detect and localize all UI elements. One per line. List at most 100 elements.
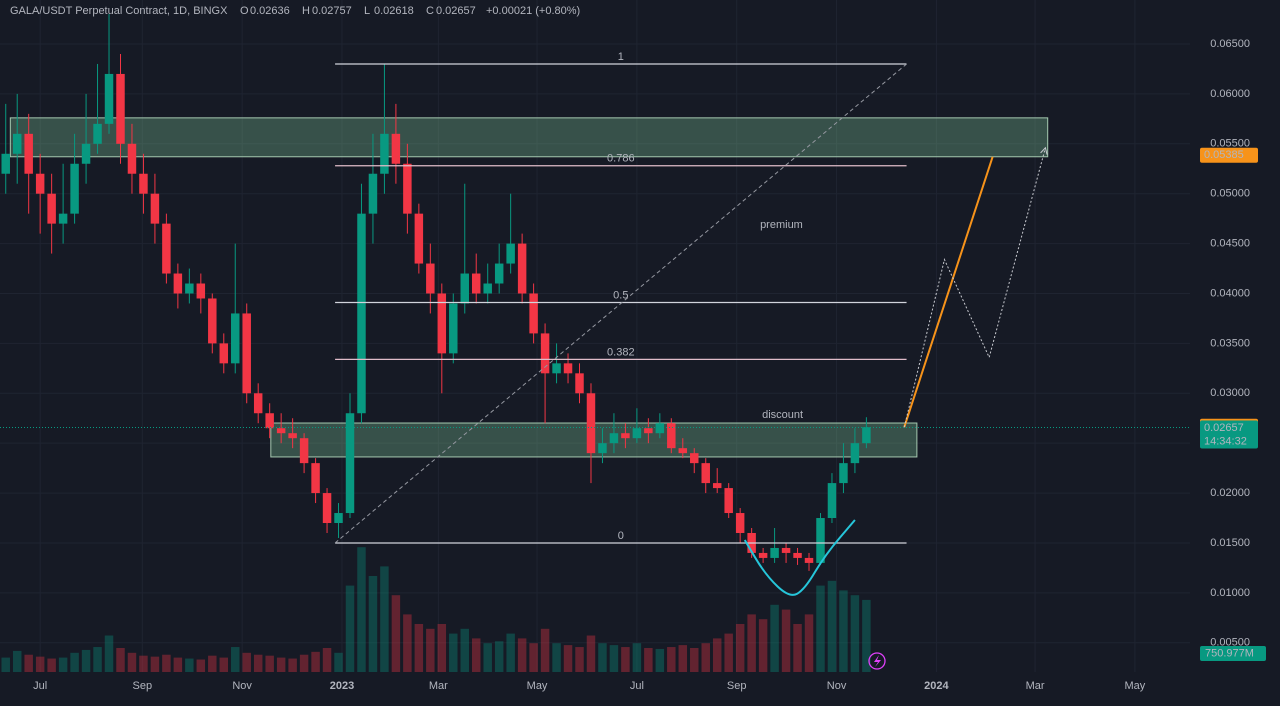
x-tick-label: May xyxy=(1125,680,1146,692)
volume-bar xyxy=(104,635,114,672)
drawing-line xyxy=(334,63,907,544)
volume-bar xyxy=(414,624,424,672)
fib-label: 0.5 xyxy=(613,289,628,301)
volume-bar xyxy=(426,628,435,672)
candle-body xyxy=(735,513,745,533)
volume-bar xyxy=(24,654,33,672)
x-tick-label: Mar xyxy=(1026,680,1045,692)
candle-body xyxy=(471,273,481,294)
volume-bar xyxy=(150,656,160,672)
volume-bar xyxy=(471,638,481,672)
candle-body xyxy=(552,363,561,374)
candle-body xyxy=(139,173,148,194)
candle-body xyxy=(632,428,642,439)
candle-body xyxy=(173,273,183,294)
price-badge-timer: 14:34:32 xyxy=(1204,435,1247,447)
volume-bar xyxy=(735,624,745,672)
x-tick-label: Nov xyxy=(232,680,252,692)
candle-body xyxy=(391,133,401,164)
fib-label: 0 xyxy=(618,530,624,542)
plot-area: 1 0.786 0.5 0.382 0 premium discount xyxy=(0,0,1190,672)
volume-bar xyxy=(552,643,561,672)
volume-bar xyxy=(12,650,22,672)
volume-bar xyxy=(70,652,79,672)
fib-label: 0.786 xyxy=(607,153,635,165)
volume-badge xyxy=(1200,646,1266,661)
price-change: +0.00021 (+0.80%) xyxy=(486,5,580,17)
volume-bar xyxy=(701,643,710,672)
candle-body xyxy=(150,193,160,224)
x-tick-label: Nov xyxy=(827,680,847,692)
volume-bar xyxy=(288,658,297,672)
volume-bar xyxy=(265,655,274,672)
volume-bar xyxy=(816,585,825,672)
volume-bar xyxy=(334,652,343,672)
candle-body xyxy=(827,483,837,519)
candle-body xyxy=(368,173,378,214)
candle-body xyxy=(506,243,515,264)
candle-body xyxy=(517,243,527,294)
annotation: discount xyxy=(762,409,803,421)
x-tick-label: Mar xyxy=(429,680,448,692)
y-tick-label: 0.05500 xyxy=(1210,138,1250,150)
candle-body xyxy=(712,483,722,489)
candle-body xyxy=(127,143,137,174)
candle-body xyxy=(793,552,802,558)
volume-bar xyxy=(116,648,125,672)
candle-body xyxy=(701,463,710,484)
volume-bar xyxy=(357,547,366,672)
candle-body xyxy=(862,427,871,444)
volume-bar xyxy=(139,655,148,672)
candle-body xyxy=(563,363,573,374)
volume-bar xyxy=(208,655,217,672)
candle-body xyxy=(253,393,263,414)
volume-bar xyxy=(540,628,550,672)
volume-bar xyxy=(827,580,837,672)
candle-body xyxy=(162,223,171,274)
candle-body xyxy=(403,163,412,214)
candle-body xyxy=(231,313,240,364)
y-tick-label: 0.03000 xyxy=(1210,387,1250,399)
volume-bar xyxy=(850,595,860,672)
volume-bar xyxy=(242,652,251,672)
volume-bar xyxy=(449,633,458,672)
volume-bar xyxy=(793,624,802,672)
event-icon-bolt xyxy=(874,655,881,667)
candle-body xyxy=(621,433,630,439)
volume-bar xyxy=(804,614,814,672)
volume-bar xyxy=(575,647,584,672)
candle-body xyxy=(47,193,56,224)
ohlc-key: C xyxy=(426,5,434,17)
zone xyxy=(9,117,1049,158)
volume-bar xyxy=(299,654,309,672)
volume-bar xyxy=(712,638,722,672)
ohlc-key: O xyxy=(240,5,249,17)
candle-body xyxy=(265,413,274,429)
candle-body xyxy=(276,428,286,434)
x-tick-label: May xyxy=(527,680,548,692)
volume-bar xyxy=(219,657,229,672)
header: GALA/USDT Perpetual Contract, 1D, BINGX … xyxy=(10,5,580,17)
candle-body xyxy=(839,463,848,484)
candle-body xyxy=(380,133,389,174)
volume-bar xyxy=(173,657,183,672)
volume-bar xyxy=(862,599,871,672)
volume-bar xyxy=(93,647,102,672)
volume-bar xyxy=(196,659,206,672)
ohlc-value: 0.02636 xyxy=(250,5,290,17)
volume-bar xyxy=(655,648,665,672)
drawing-line xyxy=(743,519,856,596)
candle-body xyxy=(575,373,584,394)
y-tick-label: 0.01500 xyxy=(1210,537,1250,549)
x-tick-label: Sep xyxy=(727,680,747,692)
volume-bar xyxy=(345,585,355,672)
volume-bar xyxy=(494,641,504,672)
y-tick-label: 0.05000 xyxy=(1210,188,1250,200)
volume-bar xyxy=(391,595,401,672)
volume-bar xyxy=(403,614,412,672)
y-tick-label: 0.06000 xyxy=(1210,88,1250,100)
volume-bar xyxy=(460,628,469,672)
volume-bar xyxy=(1,657,10,672)
